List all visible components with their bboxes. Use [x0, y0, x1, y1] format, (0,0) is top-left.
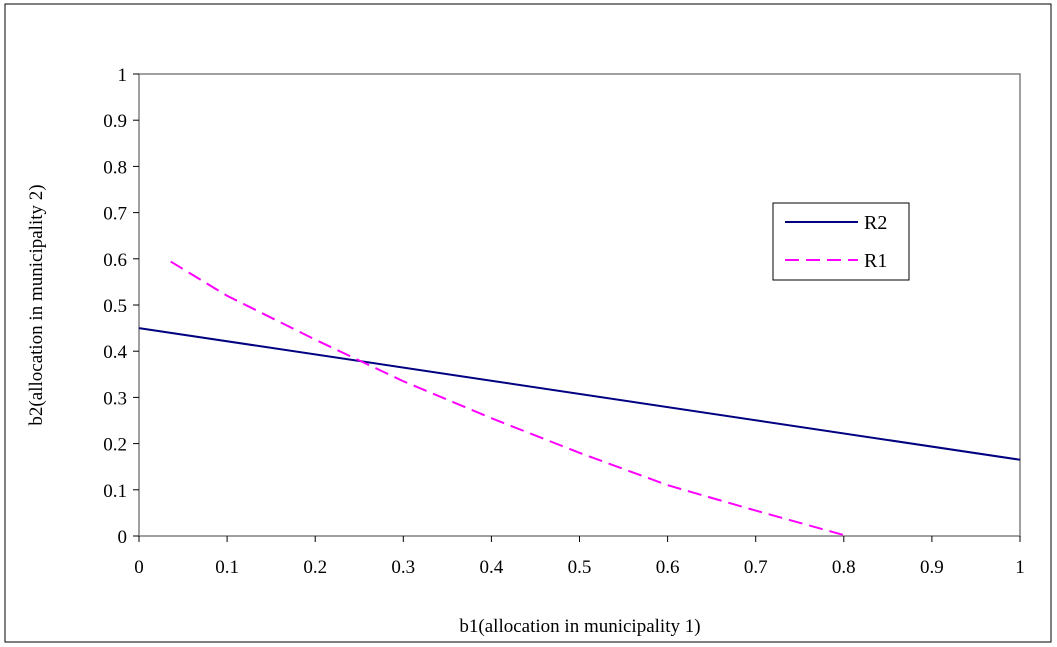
y-tick-label: 0.7: [103, 204, 127, 225]
x-tick-label: 0.7: [744, 557, 768, 578]
x-tick-label: 0.3: [391, 557, 415, 578]
legend: R2 R1: [772, 202, 910, 281]
plot-area: [138, 73, 1021, 537]
x-tick-label: 0.8: [832, 557, 856, 578]
series-line-r1: [170, 260, 849, 537]
x-tick-label: 1: [1015, 557, 1025, 578]
y-axis-ticks: 0 0.1 0.2 0.3 0.4 0.5 0.6 0.7 0.8 0.9 1: [103, 65, 139, 548]
y-tick-label: 1: [118, 65, 128, 86]
y-tick-label: 0.3: [103, 388, 127, 409]
y-tick-label: 0: [118, 527, 128, 548]
x-axis-label: b1(allocation in municipality 1): [459, 616, 700, 637]
y-axis-label: b2(allocation in municipality 2): [26, 184, 47, 425]
x-tick-label: 0.5: [568, 557, 592, 578]
x-axis-ticks: 0 0.1 0.2 0.3 0.4 0.5 0.6 0.7 0.8 0.9 1: [134, 536, 1025, 578]
y-tick-label: 0.8: [103, 157, 127, 178]
series-layer: [138, 260, 1021, 537]
x-tick-label: 0.4: [480, 557, 504, 578]
x-tick-label: 0.9: [920, 557, 944, 578]
legend-label-r2: R2: [864, 212, 887, 234]
y-tick-label: 0.1: [103, 481, 127, 502]
y-tick-label: 0.4: [103, 342, 127, 363]
legend-box: [772, 202, 910, 281]
y-tick-label: 0.6: [103, 250, 127, 271]
x-tick-label: 0.1: [215, 557, 239, 578]
y-tick-label: 0.2: [103, 435, 127, 456]
series-line-r2: [138, 327, 1021, 461]
x-tick-label: 0.6: [656, 557, 680, 578]
legend-label-r1: R1: [864, 250, 887, 272]
y-tick-label: 0.9: [103, 111, 127, 132]
y-tick-label: 0.5: [103, 296, 127, 317]
x-tick-label: 0: [134, 557, 144, 578]
x-tick-label: 0.2: [303, 557, 327, 578]
